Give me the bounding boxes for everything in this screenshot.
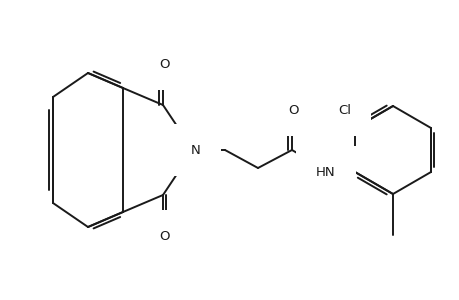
Text: O: O (288, 103, 299, 116)
Text: Cl: Cl (338, 103, 351, 116)
Text: N: N (190, 143, 201, 157)
Text: O: O (159, 230, 170, 242)
Text: HN: HN (315, 166, 335, 178)
Text: O: O (159, 58, 170, 70)
